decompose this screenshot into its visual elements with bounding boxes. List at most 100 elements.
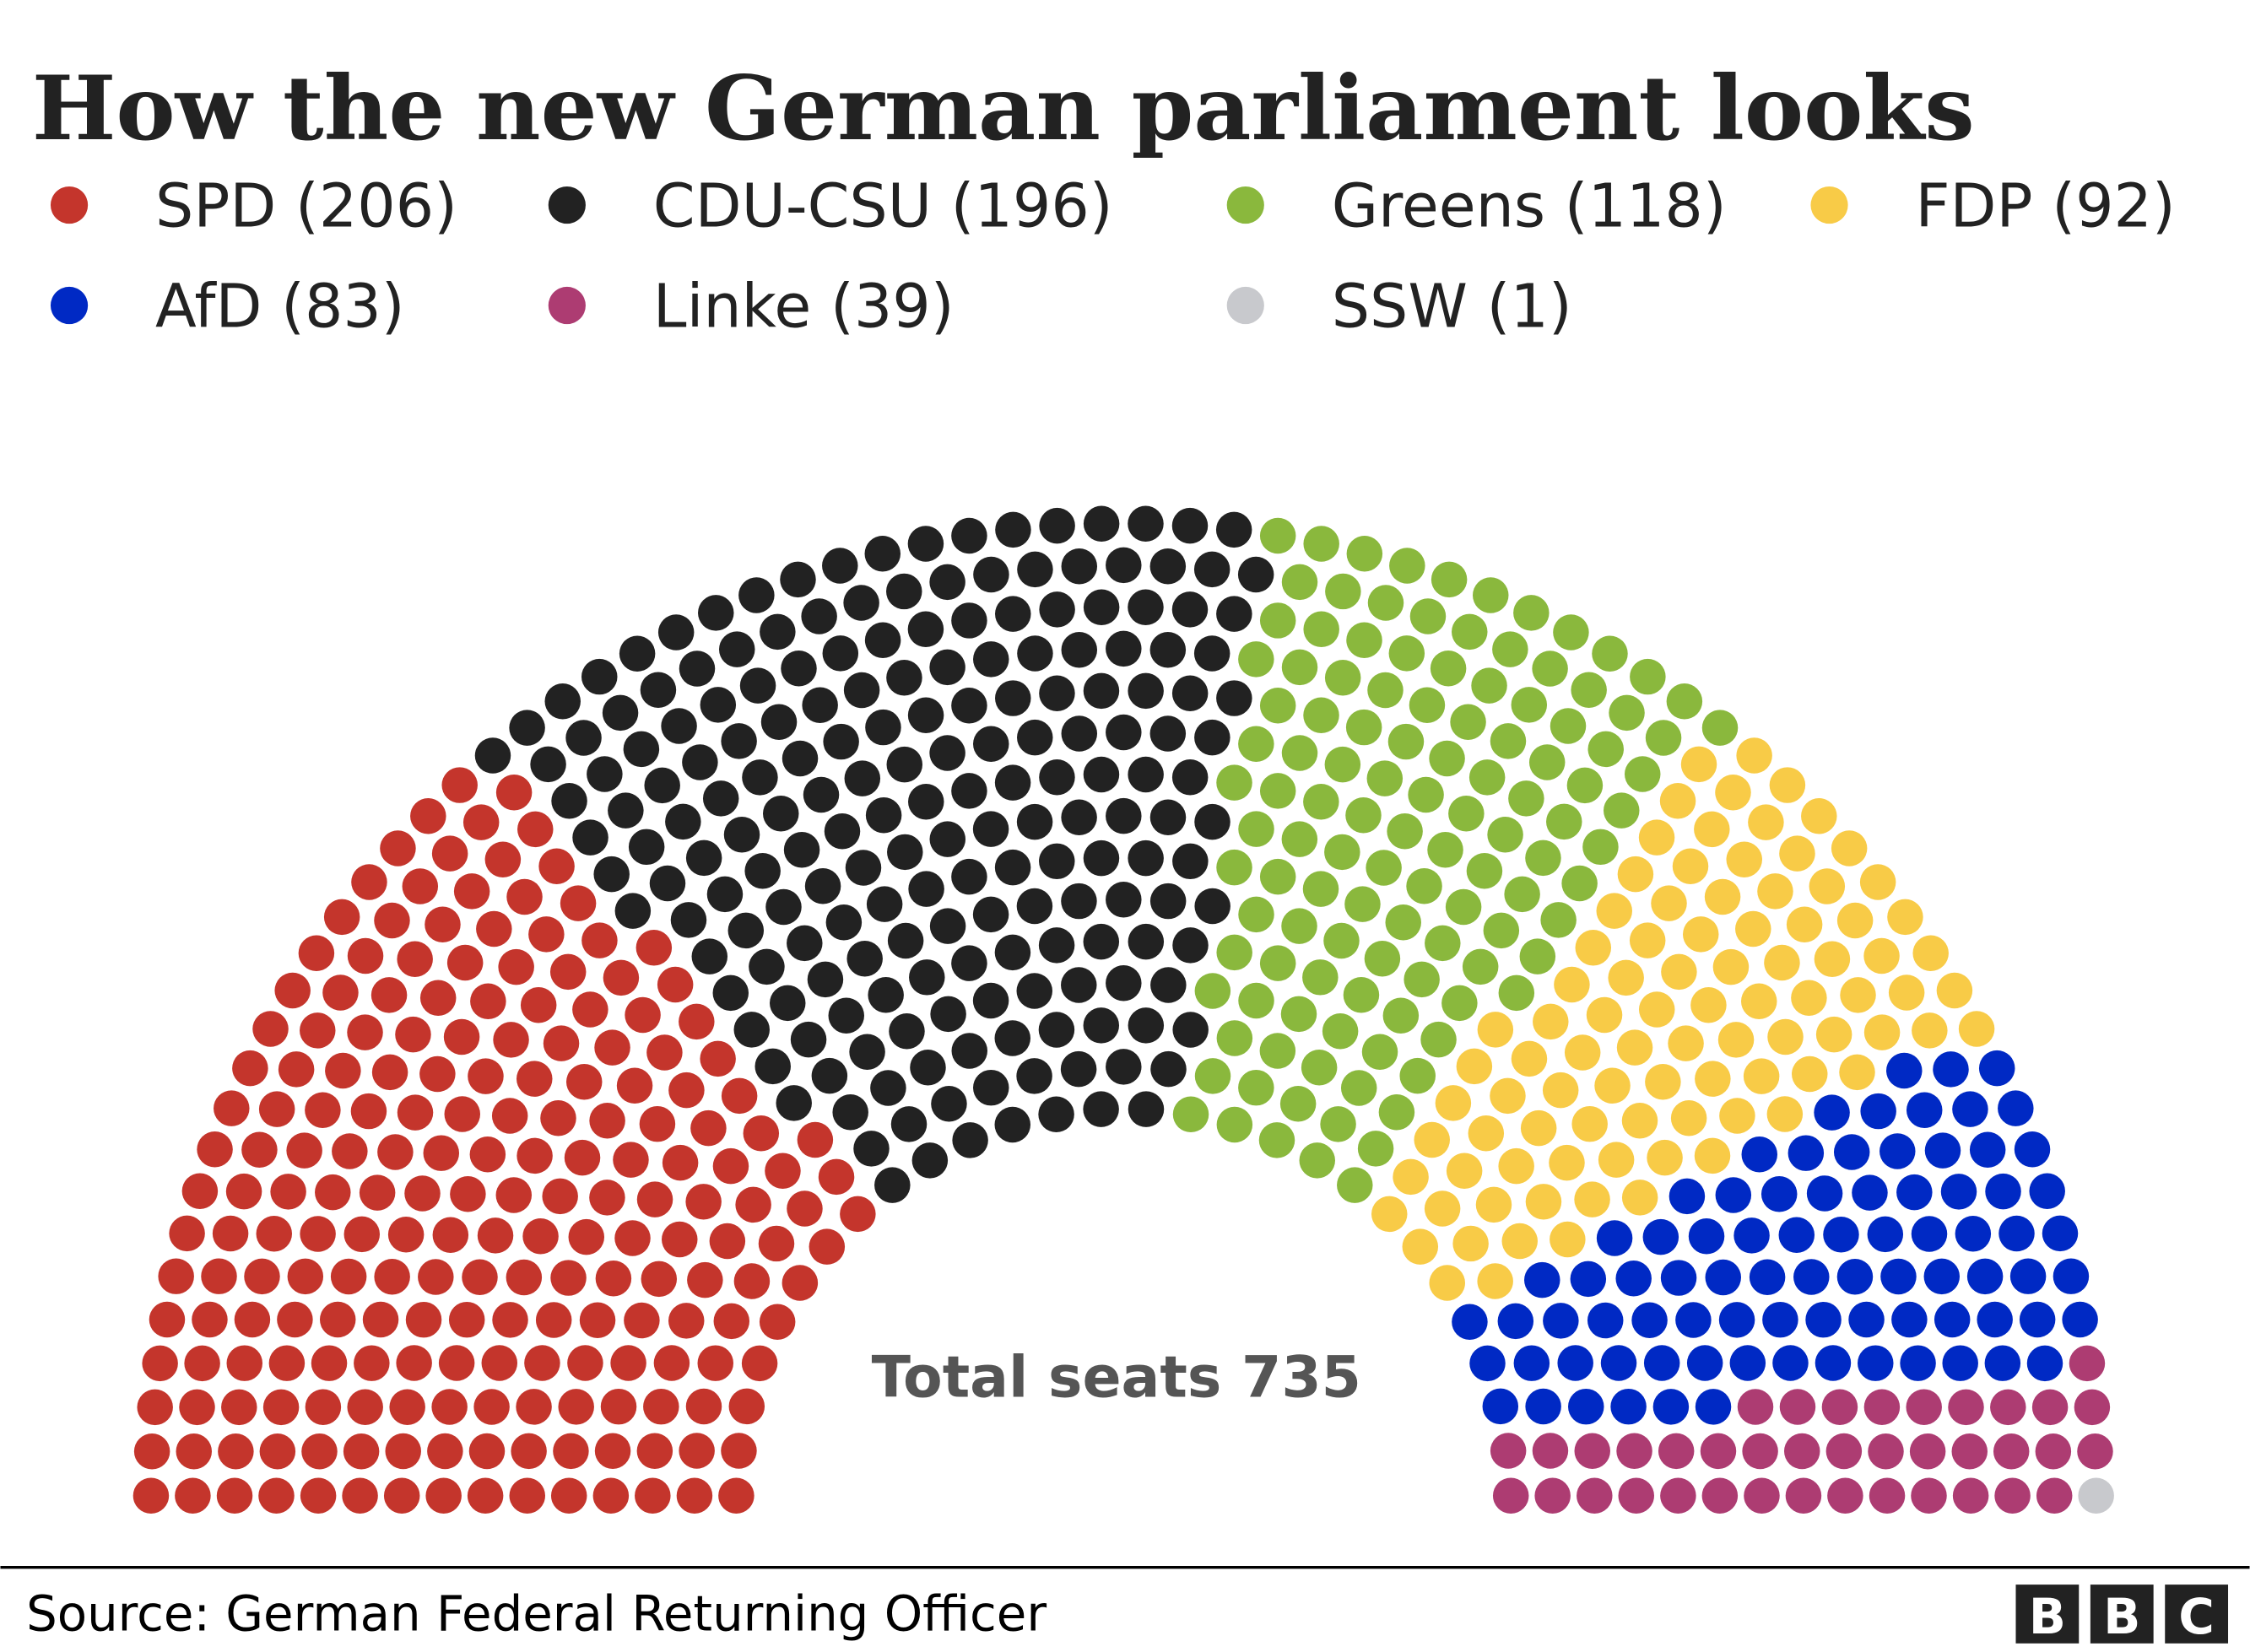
seat-cdu-csu xyxy=(1061,883,1097,920)
seat-greens xyxy=(1340,1070,1377,1106)
seat-spd xyxy=(418,1259,454,1295)
seat-cdu-csu xyxy=(665,803,701,840)
seat-afd xyxy=(1452,1304,1488,1340)
seat-spd xyxy=(201,1258,237,1294)
seat-fdp xyxy=(1682,916,1719,953)
seat-cdu-csu xyxy=(843,585,879,621)
seat-greens xyxy=(1259,773,1296,809)
seat-greens xyxy=(1441,985,1478,1022)
legend-swatch-ssw xyxy=(1226,286,1264,325)
seat-fdp xyxy=(1717,1022,1755,1058)
seat-cdu-csu xyxy=(1128,923,1165,960)
seat-afd xyxy=(1911,1216,1948,1252)
seat-spd xyxy=(359,1174,396,1211)
legend-label-spd: SPD (206) xyxy=(155,171,457,241)
seat-spd xyxy=(425,1477,462,1514)
seat-afd xyxy=(1934,1301,1971,1338)
seat-spd xyxy=(646,1034,683,1071)
seat-afd xyxy=(1867,1216,1904,1253)
seat-fdp xyxy=(1704,878,1741,915)
seat-spd xyxy=(809,1228,846,1265)
seat-spd xyxy=(389,1389,425,1425)
seat-cdu-csu xyxy=(1149,632,1187,668)
seat-spd xyxy=(448,1301,485,1338)
seat-greens xyxy=(1344,886,1381,922)
seat-fdp xyxy=(1571,1105,1608,1142)
seat-cdu-csu xyxy=(951,945,987,981)
seat-fdp xyxy=(1475,1186,1512,1223)
seat-spd xyxy=(221,1389,257,1426)
seat-spd xyxy=(432,1217,469,1253)
seat-cdu-csu xyxy=(864,535,901,572)
seat-cdu-csu xyxy=(908,871,944,907)
seat-greens xyxy=(1409,598,1447,634)
seat-greens xyxy=(1281,649,1318,686)
seat-greens xyxy=(1511,687,1548,723)
seat-greens xyxy=(1302,871,1339,907)
seat-spd xyxy=(402,868,439,904)
seat-cdu-csu xyxy=(995,511,1031,548)
seat-cdu-csu xyxy=(1016,973,1052,1009)
seat-greens xyxy=(1238,1069,1274,1106)
seat-fdp xyxy=(1616,1029,1653,1066)
seat-cdu-csu xyxy=(1039,591,1075,628)
source-text: Source: German Federal Returning Officer xyxy=(26,1585,1047,1643)
seat-cdu-csu xyxy=(807,961,844,998)
seat-spd xyxy=(351,864,387,900)
seat-cdu-csu xyxy=(1128,1091,1165,1127)
seat-greens xyxy=(1468,759,1506,796)
seat-spd xyxy=(535,1302,572,1338)
seat-greens xyxy=(1471,667,1507,704)
seat-afd xyxy=(1729,1345,1766,1381)
seat-cdu-csu xyxy=(995,596,1031,632)
seats xyxy=(133,505,2114,1514)
seat-spd xyxy=(218,1433,254,1470)
seat-fdp xyxy=(1525,1184,1562,1220)
seat-spd xyxy=(641,1261,678,1298)
seat-afd xyxy=(1858,1345,1894,1381)
seat-fdp xyxy=(1596,893,1632,929)
seat-cdu-csu xyxy=(723,816,760,853)
seat-cdu-csu xyxy=(825,904,863,941)
seat-cdu-csu xyxy=(1083,1007,1120,1044)
seat-spd xyxy=(425,906,461,943)
seat-greens xyxy=(1216,1020,1253,1056)
seat-cdu-csu xyxy=(581,658,618,695)
seat-cdu-csu xyxy=(1106,797,1142,834)
seat-spd xyxy=(214,1090,250,1126)
seat-spd xyxy=(540,1099,576,1136)
seat-fdp xyxy=(1594,1067,1631,1104)
seat-afd xyxy=(1923,1258,1961,1295)
seat-spd xyxy=(685,1184,722,1220)
seat-cdu-csu xyxy=(907,611,944,648)
seat-greens xyxy=(1504,876,1540,913)
seat-spd xyxy=(668,1072,705,1109)
seat-fdp xyxy=(1748,804,1784,840)
seat-spd xyxy=(509,1477,546,1514)
seat-spd xyxy=(643,1388,679,1425)
svg-text:B: B xyxy=(2029,1588,2066,1645)
seat-greens xyxy=(1281,735,1318,771)
seat-greens xyxy=(1420,1021,1457,1058)
seat-spd xyxy=(594,1433,631,1469)
seat-cdu-csu xyxy=(1149,883,1187,920)
seat-spd xyxy=(311,1345,348,1381)
seat-fdp xyxy=(1839,1054,1875,1091)
seat-fdp xyxy=(1574,1181,1610,1217)
seat-greens xyxy=(1216,934,1252,971)
seat-greens xyxy=(1404,961,1440,998)
seat-spd xyxy=(370,977,408,1013)
seat-linke xyxy=(1492,1477,1529,1514)
seat-spd xyxy=(410,798,446,834)
seat-cdu-csu xyxy=(929,564,965,601)
seat-greens xyxy=(1302,959,1339,996)
seat-spd xyxy=(550,1260,587,1296)
seat-greens xyxy=(1238,896,1274,933)
seat-spd xyxy=(700,1040,736,1077)
seat-spd xyxy=(325,1052,361,1089)
seat-afd xyxy=(1978,1050,2015,1087)
seat-linke xyxy=(1993,1433,2030,1470)
seat-spd xyxy=(713,1303,750,1340)
seat-cdu-csu xyxy=(951,687,987,724)
seat-fdp xyxy=(1786,906,1823,943)
